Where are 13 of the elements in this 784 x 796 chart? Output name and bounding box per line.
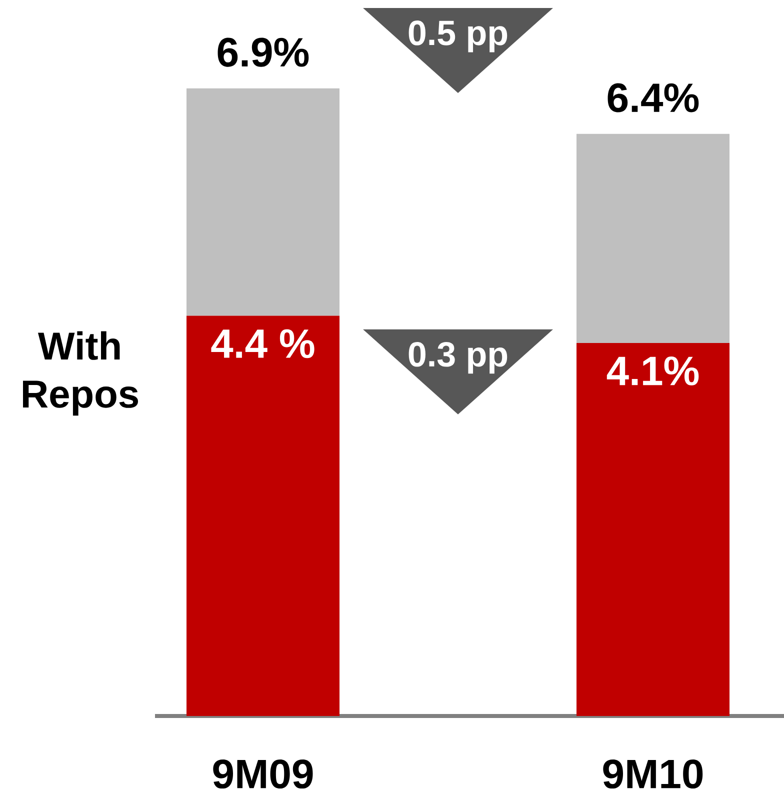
data-label: 4.1% — [606, 356, 699, 386]
data-label: 4.4 % — [211, 329, 314, 358]
bar — [576, 134, 730, 344]
series-label: With Repos — [23, 331, 138, 416]
bar — [186, 316, 340, 716]
annotation: 0.3 pp — [408, 342, 508, 374]
bar — [186, 88, 340, 316]
x-tick-label: 9M09 — [213, 760, 313, 789]
total-label: 6.9% — [218, 38, 309, 67]
total-label: 6.4% — [608, 83, 699, 112]
text: 0.5 pp — [408, 20, 508, 52]
x-tick-label: 9M10 — [603, 760, 703, 789]
bar — [576, 343, 730, 716]
